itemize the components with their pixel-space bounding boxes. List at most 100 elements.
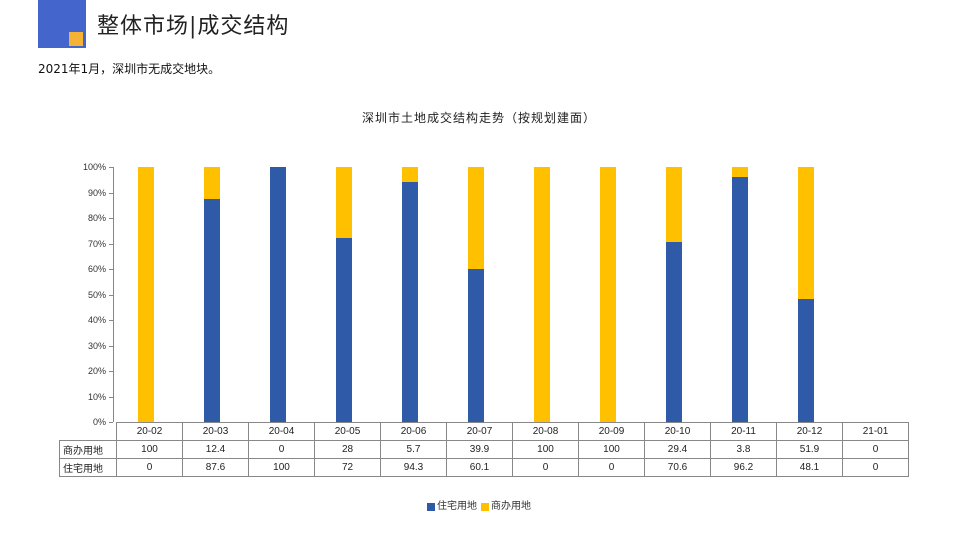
bar-segment-commercial <box>468 167 484 269</box>
table-cell: 94.3 <box>380 458 447 477</box>
bar-segment-commercial <box>138 167 154 422</box>
bar-20-06 <box>402 167 418 422</box>
bar-20-04 <box>270 167 286 422</box>
x-category-label: 20-06 <box>380 422 447 441</box>
chart-title: 深圳市土地成交结构走势（按规划建面） <box>361 111 596 125</box>
x-category-label: 20-12 <box>776 422 843 441</box>
table-cell: 39.9 <box>446 440 513 459</box>
y-tick-label: 100% <box>82 162 106 172</box>
x-category-label: 20-10 <box>644 422 711 441</box>
y-tick-mark <box>109 269 113 270</box>
page-title: 整体市场|成交结构 <box>97 14 290 39</box>
table-cell: 100 <box>248 458 315 477</box>
y-tick-mark <box>109 243 113 245</box>
page-subtitle: 2021年1月，深圳市无成交地块。 <box>38 62 221 76</box>
bar-segment-residential <box>666 241 682 422</box>
table-cell: 100 <box>116 440 183 459</box>
bar-20-02 <box>138 167 154 422</box>
table-cell: 5.7 <box>380 440 447 459</box>
table-cell: 87.6 <box>182 458 249 477</box>
y-tick-label: 10% <box>87 391 106 402</box>
y-tick-label: 40% <box>87 315 106 325</box>
table-cell: 60.1 <box>446 458 513 477</box>
bar-segment-residential <box>336 238 352 422</box>
x-category-label: 20-04 <box>248 422 315 441</box>
data-table: 20-02 20-03 20-04 20-05 20-06 20-07 20-08 20-09… <box>59 422 909 477</box>
y-tick-mark <box>109 320 113 321</box>
bar-segment-residential <box>468 268 484 422</box>
legend-swatch-icon <box>481 502 489 511</box>
logo-accent <box>69 32 83 46</box>
y-tick-label: 50% <box>87 289 106 300</box>
x-category-label: 20-11 <box>710 422 777 441</box>
x-category-label: 20-03 <box>182 422 249 441</box>
bar-segment-commercial <box>204 167 220 199</box>
x-category-label: 20-05 <box>314 422 381 441</box>
y-tick-label: 20% <box>87 366 106 376</box>
bar-segment-commercial <box>666 167 682 242</box>
chart-legend: 住宅用地 商办用地 <box>0 497 958 512</box>
bar-20-12 <box>798 167 814 422</box>
y-tick-mark <box>109 371 113 372</box>
table-cell: 0 <box>578 458 645 477</box>
y-tick-label: 60% <box>87 264 106 274</box>
table-cell: 0 <box>116 458 183 477</box>
x-category-label: 20-07 <box>446 422 513 441</box>
table-cell: 0 <box>248 440 315 459</box>
legend-item: 商办用地 <box>481 501 531 512</box>
legend-label: 商办用地 <box>491 501 531 512</box>
y-axis-line <box>113 167 114 422</box>
y-tick-label: 80% <box>87 213 106 223</box>
table-cell: 51.9 <box>776 440 843 459</box>
table-cell: 100 <box>578 440 645 459</box>
legend-item: 住宅用地 <box>427 501 477 512</box>
y-tick-mark <box>109 218 113 219</box>
table-cell: 0 <box>842 458 909 477</box>
bar-segment-commercial <box>600 167 616 422</box>
table-row: 商办用地 100 12.4 0 28 5.7 39.9 100 100 29.4 3.8 51.9 0 <box>59 440 909 459</box>
row-label: 商办用地 <box>59 440 117 459</box>
bar-segment-commercial <box>402 167 418 182</box>
table-cell: 72 <box>314 458 381 477</box>
bar-20-11 <box>732 167 748 422</box>
x-category-label: 21-01 <box>842 422 909 441</box>
bar-20-09 <box>600 167 616 422</box>
bar-segment-commercial <box>798 167 814 300</box>
table-header-row: 20-02 20-03 20-04 20-05 20-06 20-07 20-08 20-09… <box>59 422 909 441</box>
table-cell: 0 <box>512 458 579 477</box>
bar-20-05 <box>336 167 352 422</box>
bar-segment-residential <box>204 198 220 422</box>
table-cell: 29.4 <box>644 440 711 459</box>
table-cell: 96.2 <box>710 458 777 477</box>
x-category-label: 20-08 <box>512 422 579 441</box>
y-tick-label: 30% <box>87 340 106 351</box>
bar-20-03 <box>204 167 220 422</box>
bar-20-10 <box>666 167 682 422</box>
legend-swatch-icon <box>427 502 435 511</box>
y-tick-label: 0% <box>92 417 106 427</box>
legend-label: 住宅用地 <box>437 501 477 512</box>
row-label: 住宅用地 <box>59 458 117 477</box>
bar-segment-commercial <box>336 167 352 239</box>
y-tick-mark <box>109 294 113 296</box>
y-tick-label: 90% <box>87 187 106 198</box>
y-tick-mark <box>109 167 113 168</box>
table-cell: 28 <box>314 440 381 459</box>
y-tick-mark <box>109 396 113 398</box>
bar-segment-residential <box>732 176 748 422</box>
table-cell: 48.1 <box>776 458 843 477</box>
bar-20-07 <box>468 167 484 422</box>
table-cell: 3.8 <box>710 440 777 459</box>
y-tick-label: 70% <box>87 238 106 249</box>
table-cell: 12.4 <box>182 440 249 459</box>
bar-segment-commercial <box>534 167 550 422</box>
y-tick-mark <box>109 422 113 423</box>
x-category-label: 20-02 <box>116 422 183 441</box>
y-tick-mark <box>109 192 113 194</box>
table-cell: 100 <box>512 440 579 459</box>
bar-segment-residential <box>402 181 418 422</box>
bar-20-08 <box>534 167 550 422</box>
table-row: 住宅用地 0 87.6 100 72 94.3 60.1 0 0 70.6 96.2 48.1 0 <box>59 458 909 477</box>
bar-segment-residential <box>798 299 814 422</box>
bar-segment-commercial <box>732 167 748 177</box>
